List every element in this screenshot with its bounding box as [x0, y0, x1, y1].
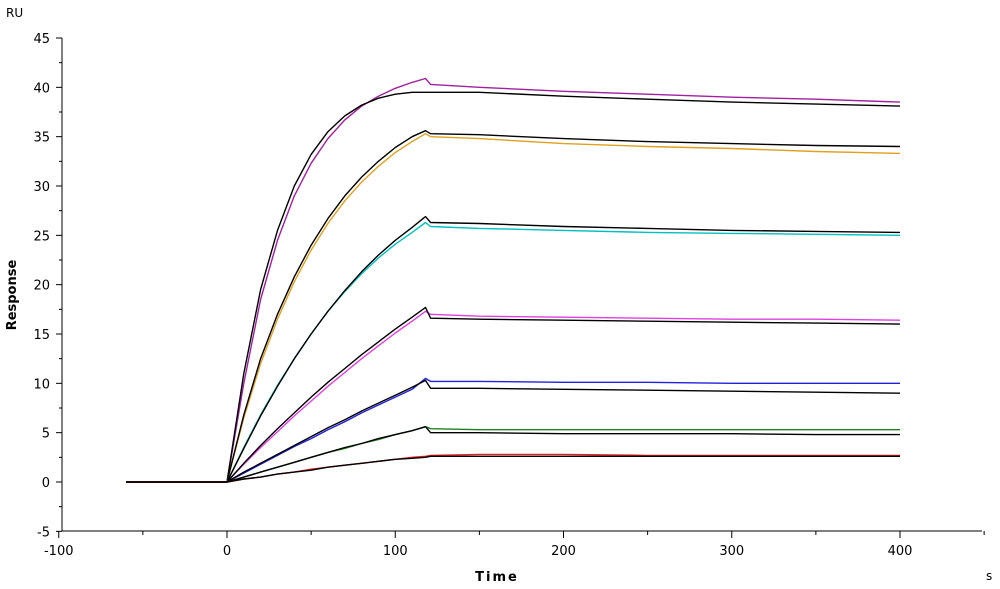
y-tick-label: 20 — [33, 279, 50, 294]
y-tick-label: 25 — [33, 229, 50, 244]
y-axis-title: Response — [5, 260, 20, 331]
series-line-1 — [126, 77, 901, 483]
y-tick-label: 10 — [33, 377, 50, 392]
y-tick-label: 45 — [33, 32, 50, 47]
x-ticks: -100 0 100 200 300 400 — [44, 531, 985, 559]
y-unit-label: RU — [6, 6, 23, 20]
y-tick-label: -5 — [37, 525, 50, 540]
x-tick-label: -100 — [44, 544, 74, 559]
y-tick-label: 15 — [33, 328, 50, 343]
x-tick-label: 400 — [888, 544, 913, 559]
series-line-8 — [126, 306, 901, 483]
series-line-4 — [126, 129, 901, 483]
series-line-2 — [126, 91, 901, 483]
x-unit-label: s — [986, 569, 992, 583]
x-tick-label: 200 — [551, 544, 576, 559]
x-axis-title: Time — [475, 570, 519, 585]
series-line-3 — [126, 132, 901, 483]
series-line-12 — [126, 426, 900, 483]
series-line-10 — [126, 379, 901, 483]
plot-series — [126, 77, 901, 483]
y-tick-label: 40 — [33, 81, 50, 96]
axes — [61, 38, 982, 532]
y-tick-label: 35 — [33, 131, 50, 146]
x-tick-label: 100 — [383, 544, 408, 559]
series-line-7 — [126, 310, 901, 483]
x-tick-label: 300 — [719, 544, 744, 559]
y-ticks: -5 0 5 10 15 20 25 30 35 40 45 — [33, 32, 62, 540]
y-tick-label: 0 — [42, 476, 50, 491]
y-tick-label: 30 — [33, 180, 50, 195]
series-line-14 — [126, 455, 900, 483]
series-line-9 — [126, 377, 900, 483]
series-line-6 — [126, 215, 901, 483]
series-line-5 — [126, 221, 901, 483]
y-tick-label: 5 — [42, 427, 50, 442]
x-tick-label: 0 — [223, 544, 231, 559]
